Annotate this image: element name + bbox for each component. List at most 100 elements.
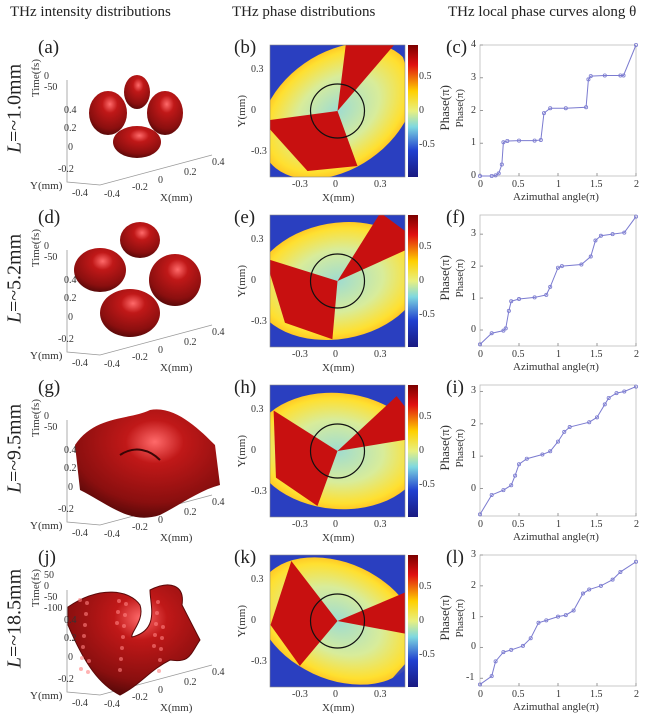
x-axis-label: Azimuthal angle(π) [513,531,599,543]
time-axis-label: Time(fs) [30,59,42,98]
phase-curve-point [634,384,639,389]
y-tick: 0.2 [64,633,77,644]
panel-label: (e) [234,207,256,228]
y-tick: -0.2 [58,164,74,175]
time-axis-label: Time(fs) [30,399,42,438]
colorbar [408,45,418,177]
x-tick: 0 [478,179,483,190]
y-tick: 0 [251,275,256,286]
phase-curve-point [493,659,498,664]
length-value: =~1.0mm [3,63,26,143]
phase-wrap-region [273,410,338,506]
time-axis-label: Time(fs) [30,229,42,268]
surface-speckle [155,611,159,615]
y-axis-label: Y(mm) [236,265,248,298]
x-tick: 0 [333,519,338,530]
surface-speckle [116,610,120,614]
length-value: =~9.5mm [3,403,26,483]
phase-curve-point [513,473,518,478]
phase-curve-point [517,297,522,302]
y-tick: 1 [471,137,476,149]
3d-axes [66,590,213,696]
phase-curve-point [588,74,593,79]
3d-axes [66,250,213,356]
x-tick: -0.2 [132,352,148,363]
integration-circle [309,253,366,309]
x-tick: 1 [556,179,561,190]
x-tick: 0.5 [512,689,525,700]
phase-curve-point [614,391,619,396]
phase-curve-point [501,328,506,333]
phase-curve-point [586,77,591,82]
y-tick: 2 [471,579,476,591]
phase-map [270,555,405,687]
phase-axes-frame [269,384,406,518]
phase-curve-point [505,138,510,143]
intensity-surface [75,409,220,518]
y-tick: 0 [471,324,476,336]
x-tick: 1 [556,349,561,360]
y-tick: 3 [471,549,476,560]
surface-speckle [80,656,84,660]
surface-speckle [85,601,89,605]
surface-speckle [122,624,126,628]
y-tick: 3 [471,385,476,397]
panel-label: (k) [234,547,257,568]
intensity-surface [67,584,201,696]
phase-curve-point [593,238,598,243]
propagation-length-label: L=~9.5mm [4,394,27,504]
x-tick: -0.4 [104,529,120,540]
phase-curve-point [622,389,627,394]
x-tick: 1.5 [590,519,603,530]
y-axis-label: Y(mm) [30,180,63,192]
phase-curve-point [536,620,541,625]
phase-curve-point [562,429,567,434]
x-tick: 1 [556,689,561,700]
propagation-length-label: L=~18.5mm [4,564,27,674]
phase-curve-point [532,138,537,143]
y-tick: -0.2 [58,504,74,515]
y-tick: 0.4 [64,615,77,626]
x-tick: 0.2 [184,677,197,688]
x-tick: 0.5 [512,519,525,530]
phase-curve-point [541,111,546,116]
colorbar-label: Phase(π) [437,85,452,131]
phase-curve-point [489,173,494,178]
x-tick: -0.3 [292,349,308,360]
x-axis-label: Azimuthal angle(π) [513,701,599,713]
phase-curve-point [610,232,615,237]
colorbar-tick: 0 [419,615,424,626]
phase-curve-point [567,425,572,430]
y-tick: 0.3 [251,404,264,415]
y-tick: -0.4 [72,698,88,709]
phase-curve-point [477,682,482,687]
panel-label: (f) [446,207,465,228]
phase-curve-point [602,73,607,78]
panel-label: (l) [446,547,464,568]
y-axis-label: Y(mm) [236,605,248,638]
phase-curve-point [489,674,494,679]
y-tick: 0.2 [64,123,77,134]
surface-speckle [82,634,86,638]
intensity-lobe [147,91,183,135]
colorbar [408,215,418,347]
x-tick: 2 [634,519,639,530]
surface-speckle [83,623,87,627]
phase-curve-point [501,650,506,655]
phase-curve-point [588,254,593,259]
length-symbol: L [3,657,26,669]
x-axis-label: X(mm) [322,362,355,374]
phase-curve-point [584,105,589,110]
phase-curve-point [556,439,561,444]
x-tick: 0 [158,175,163,186]
intensity-lobe [124,75,150,109]
phase-curve-point [587,420,592,425]
propagation-length-label: L=~1.0mm [4,54,27,164]
x-tick: 1.5 [590,689,603,700]
colorbar-tick: 0 [419,105,424,116]
length-value: =~18.5mm [3,568,26,658]
integration-circle [309,83,366,139]
surface-speckle [161,625,165,629]
phase-curve-point [528,636,533,641]
